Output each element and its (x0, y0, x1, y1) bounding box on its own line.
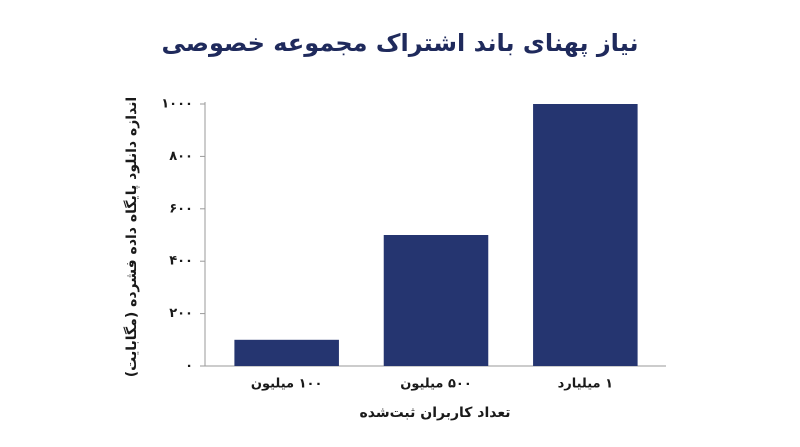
x-tick-label: ۱۰۰ میلیون (251, 377, 323, 392)
bar (234, 339, 339, 366)
y-tick-label: ۸۰۰ (169, 149, 193, 164)
bar (533, 104, 638, 366)
y-tick-label: ۲۰۰ (169, 306, 193, 321)
x-tick-label: ۱ میلیارد (558, 377, 613, 392)
y-tick-label: ۴۰۰ (169, 254, 193, 269)
x-axis-label: تعداد کاربران ثبت‌شده (359, 405, 510, 421)
x-tick-label: ۵۰۰ میلیون (400, 377, 472, 392)
y-tick-label: ۰ (185, 359, 193, 374)
chart-title: نیاز پهنای باند اشتراک مجموعه خصوصی (161, 29, 638, 57)
y-tick-label: ۱۰۰۰ (161, 97, 193, 112)
y-tick-label: ۶۰۰ (169, 201, 193, 216)
y-axis-label: اندازه دانلود پایگاه داده فشرده (مگابایت… (123, 97, 140, 377)
bar (383, 235, 489, 366)
